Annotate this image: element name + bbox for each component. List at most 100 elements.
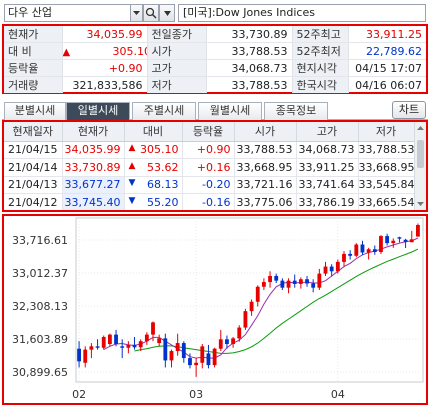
grid-scrollbar[interactable]: [414, 122, 426, 210]
candle-body: [249, 301, 254, 312]
quote-value: 33,911.25: [348, 26, 426, 43]
date-cell: 21/04/13: [4, 176, 63, 194]
change-cell: ▼ 55.20: [124, 193, 183, 210]
grid-header-cell[interactable]: 시가: [234, 122, 297, 142]
tab-2[interactable]: 일별시세: [66, 102, 130, 120]
tab-3[interactable]: 주별시세: [132, 102, 196, 120]
candle-body: [268, 275, 272, 283]
quote-label: 현재가: [4, 26, 63, 43]
tab-4[interactable]: 월별시세: [198, 102, 262, 120]
candle-body: [231, 338, 236, 344]
quote-label: 등락율: [4, 59, 63, 77]
rate-cell: -0.16: [182, 193, 235, 210]
quote-label: 현지시각: [292, 59, 349, 77]
symbol-input[interactable]: 다우 산업: [4, 4, 131, 22]
table-row[interactable]: 21/04/15 34,035.99 ▲ 305.10 +0.90 33,788.53 34…: [4, 141, 415, 159]
quote-value: 34,035.99: [62, 26, 148, 43]
rate-cell: -0.20: [182, 176, 235, 194]
quote-value: 34,068.73: [206, 59, 293, 77]
candle-body: [379, 236, 383, 253]
grid-header-cell[interactable]: 현재가: [62, 122, 125, 142]
quote-label: 저가: [147, 76, 207, 93]
change-value: 305.10: [140, 143, 179, 157]
candle-body: [151, 322, 155, 335]
candle-body: [95, 346, 100, 348]
candle-body: [342, 253, 346, 262]
quote-value-text: 305.10: [112, 44, 147, 58]
scrollbar-thumb[interactable]: [417, 140, 424, 168]
table-row[interactable]: 21/04/12 33,745.40 ▼ 55.20 -0.16 33,775.06 33,…: [4, 193, 415, 210]
candle-body: [329, 266, 334, 272]
candle-body: [323, 266, 328, 274]
grid-header-cell[interactable]: 등락율: [182, 122, 235, 142]
candle-body: [243, 311, 248, 328]
candle-body: [354, 244, 359, 256]
candle-body: [255, 286, 260, 302]
candle-body: [317, 273, 322, 288]
quote-row: 현재가 34,035.99 전일종가 33,730.89 52주최고 33,911.25: [4, 26, 426, 43]
open-cell: 33,788.53: [234, 141, 297, 159]
table-row[interactable]: 21/04/13 33,677.27 ▼ 68.13 -0.20 33,721.16 33,…: [4, 176, 415, 194]
candle-body: [360, 244, 365, 253]
quote-value: ▲ 305.10: [62, 42, 148, 60]
up-triangle-icon: ▲: [128, 143, 136, 154]
grid-header-cell[interactable]: 고가: [296, 122, 359, 142]
price-cell: 34,035.99: [62, 141, 125, 159]
quote-row: 거래량 321,833,586 저가 33,788.53 한국시각 04/16 06:07: [4, 76, 426, 93]
candle-body: [311, 283, 316, 288]
down-triangle-icon: ▼: [128, 178, 136, 189]
scroll-down-icon[interactable]: [416, 199, 425, 208]
candle-body: [132, 344, 137, 348]
candle-body: [126, 344, 131, 348]
quote-value-text: +0.90: [108, 61, 143, 75]
search-icon: [145, 7, 157, 19]
candle-body: [114, 334, 118, 344]
open-cell: 33,668.95: [234, 158, 297, 177]
candle-body: [181, 343, 186, 359]
candle-body: [89, 346, 94, 350]
candle-body: [212, 348, 217, 366]
moving-average-long-line: [134, 248, 419, 354]
down-triangle-icon: ▼: [128, 195, 136, 206]
quote-value: 321,833,586: [62, 76, 148, 93]
tab-5[interactable]: 종목정보: [264, 102, 328, 120]
chevron-down-icon: [133, 11, 140, 15]
high-cell: 34,068.73: [296, 141, 359, 159]
candle-body: [194, 362, 199, 366]
quote-value: 04/15 17:07: [348, 59, 426, 77]
up-triangle-icon: ▲: [128, 160, 136, 171]
daily-price-grid: 현재일자 현재가 대비 등락율 시가 고가 저가 21/04/15 34,035.99 ▲ 305…: [2, 120, 428, 212]
change-cell: ▲ 53.62: [124, 158, 183, 177]
options-button[interactable]: [159, 4, 175, 22]
symbol-name-display: [미국]:Dow Jones Indices: [178, 4, 426, 22]
symbol-search-bar: 다우 산업 [미국]:Dow Jones Indices: [2, 2, 428, 24]
y-tick-label: 30,899.65: [12, 366, 68, 379]
caret-down-icon: [163, 11, 171, 16]
quote-label: 52주최저: [292, 42, 349, 60]
quote-value: 33,788.53: [206, 76, 293, 93]
scroll-up-icon[interactable]: [416, 124, 425, 133]
high-cell: 33,786.19: [296, 193, 359, 210]
grid-header-cell[interactable]: 현재일자: [4, 122, 63, 142]
search-button[interactable]: [143, 4, 159, 22]
change-value: 68.13: [147, 178, 179, 192]
symbol-dropdown-button[interactable]: [130, 4, 143, 22]
high-cell: 33,741.64: [296, 176, 359, 194]
quote-label: 고가: [147, 59, 207, 77]
grid-header-cell[interactable]: 저가: [358, 122, 415, 142]
candle-body: [225, 339, 229, 344]
quote-value: 33,788.53: [206, 42, 293, 60]
candle-body: [163, 338, 168, 361]
candlestick-chart[interactable]: 33,716.61 33,012.37 32,308.13 31,603.89 30,8…: [2, 214, 428, 405]
candle-body: [144, 334, 149, 342]
tab-1[interactable]: 분별시세: [4, 102, 66, 120]
quote-label: 대 비: [4, 42, 63, 60]
candle-body: [206, 353, 211, 366]
low-cell: 33,668.95: [358, 158, 415, 177]
grid-header-cell[interactable]: 대비: [124, 122, 183, 142]
chart-button[interactable]: 차트: [392, 101, 426, 119]
candle-body: [305, 279, 309, 284]
plot-area: [75, 217, 424, 383]
table-row[interactable]: 21/04/14 33,730.89 ▲ 53.62 +0.16 33,668.95 33,…: [4, 158, 415, 177]
